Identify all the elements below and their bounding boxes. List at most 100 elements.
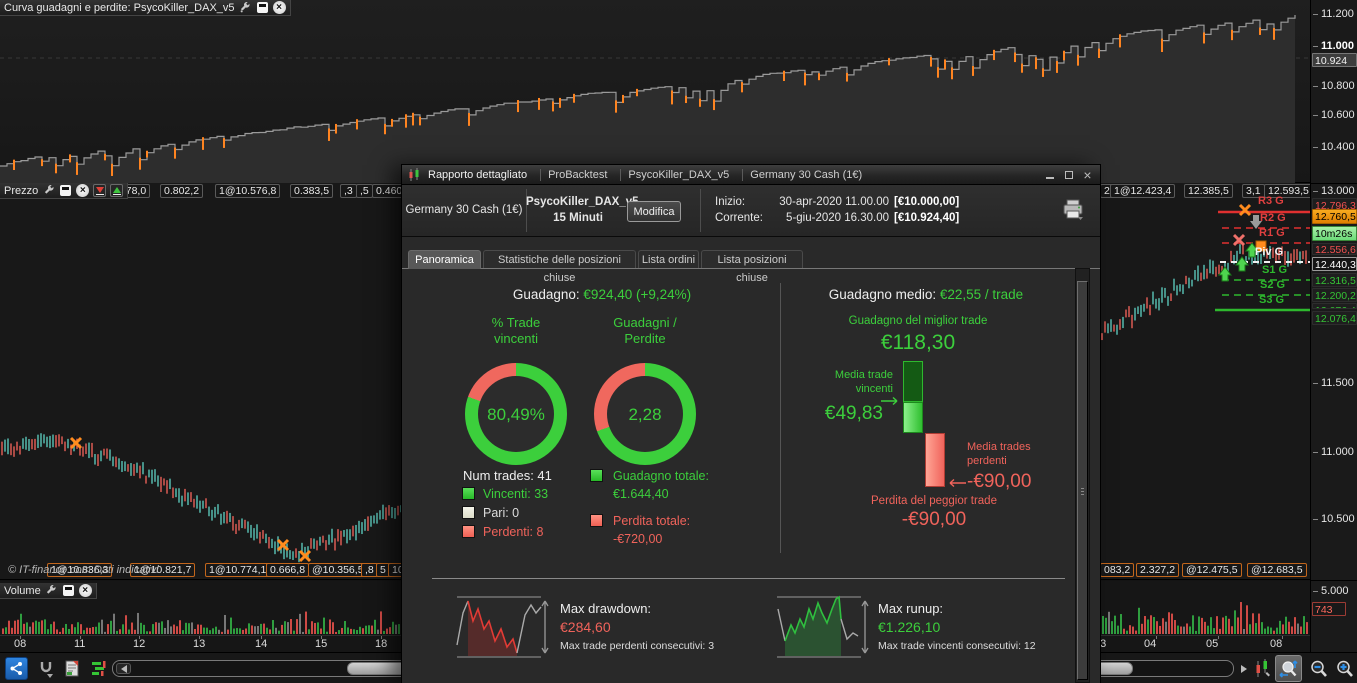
volume-current-value: 743 <box>1312 602 1346 616</box>
avg-gain-value: €22,55 / trade <box>939 287 1024 302</box>
zoom-out-button[interactable] <box>1306 656 1331 681</box>
link-windows-button[interactable] <box>36 658 56 680</box>
buy-order-icon[interactable] <box>110 184 124 197</box>
close-icon[interactable]: × <box>1083 166 1092 183</box>
equity-curve-chart <box>0 15 1310 183</box>
wrench-icon[interactable] <box>42 184 55 197</box>
dialog-info-bar: Germany 30 Cash (1€) PsycoKiller_DAX_v5 … <box>402 185 1100 237</box>
axis-tick: 11.000 <box>1313 446 1354 458</box>
price-tag: 0.802,2 <box>160 184 204 198</box>
entry-square-marker <box>1255 240 1267 252</box>
trade-tag: 0.666,8 <box>266 563 310 577</box>
price-axis-strip[interactable]: 11.200 11.000 10.924 10.800 10.600 10.40… <box>1310 0 1357 652</box>
tab-statistiche[interactable]: Statistiche delle posizioni chiuse <box>483 250 636 284</box>
sell-cross-marker <box>69 436 83 450</box>
link-icon <box>40 662 53 678</box>
volume-title-bar: Volume × <box>0 583 97 599</box>
runup-label: Max runup: <box>878 601 944 616</box>
close-icon[interactable]: × <box>272 1 286 14</box>
equity-title: Curva guadagni e perdite: PsycoKiller_DA… <box>4 1 235 14</box>
backtest-button[interactable] <box>88 657 110 680</box>
volume-chart <box>2 602 1308 634</box>
tab-lista-ordini[interactable]: Lista ordini <box>638 250 699 268</box>
drawdown-value: €284,60 <box>560 619 611 635</box>
close-icon[interactable]: × <box>76 184 90 197</box>
avg-loss-bar <box>925 433 945 487</box>
best-trade-value: €118,30 <box>880 331 956 354</box>
column-divider <box>780 283 781 553</box>
axis-tick: 10.800 <box>1313 80 1355 92</box>
chart-settings-button[interactable] <box>1252 657 1272 681</box>
start-capital: [€10.000,00] <box>894 196 960 208</box>
pivot-label-s3: S3 G <box>1259 294 1285 306</box>
wrench-icon[interactable] <box>45 584 58 597</box>
dialog-title-bar[interactable]: Rapporto dettagliato ProBacktest PsycoKi… <box>402 165 1100 185</box>
axis-tick: 10.600 <box>1313 109 1355 121</box>
avg-win-bar <box>903 402 923 433</box>
chart-settings-icon <box>1256 659 1270 677</box>
dialog-scrollbar-thumb[interactable] <box>1077 281 1088 680</box>
pivot-label-r3: R3 G <box>1258 195 1284 207</box>
dialog-title-instrument: Germany 30 Cash (1€) <box>742 168 869 181</box>
sell-order-icon[interactable] <box>93 184 107 197</box>
info-timeframe: 15 Minuti <box>553 212 603 224</box>
winners-label: Vincenti: 33 <box>483 487 549 501</box>
total-loss-swatch <box>590 514 603 527</box>
zoom-in-button[interactable] <box>1332 656 1357 681</box>
scroll-left-button[interactable] <box>116 663 131 674</box>
avg-win-value: €49,83 <box>824 403 883 424</box>
axis-price-green: 12.316,5 <box>1312 273 1357 287</box>
window-icon[interactable] <box>62 584 75 597</box>
best-trade-label: Guadagno del miglior trade <box>848 315 988 327</box>
close-icon[interactable]: × <box>78 584 92 597</box>
worst-trade-value: -€90,00 <box>901 509 967 530</box>
zoom-in-icon <box>1336 660 1353 677</box>
scroll-right-button[interactable] <box>1236 662 1251 675</box>
print-button[interactable] <box>1062 199 1084 221</box>
current-date: 5-giu-2020 16.30.00 <box>786 212 889 224</box>
pivot-label-r2: R2 G <box>1260 212 1286 224</box>
time-label: 08 <box>14 638 27 650</box>
price-tag: 12.593,5 <box>1264 184 1310 198</box>
wrench-icon[interactable] <box>239 1 252 14</box>
minimize-icon[interactable] <box>1043 168 1056 181</box>
avg-loss-value: -€90,00 <box>967 471 1032 492</box>
share-button[interactable] <box>5 657 28 680</box>
best-trade-bar <box>903 361 923 402</box>
equity-panel: Curva guadagni e perdite: PsycoKiller_DA… <box>0 0 1310 183</box>
tab-panoramica[interactable]: Panoramica <box>408 250 481 269</box>
zoom-selection-button[interactable] <box>1275 655 1302 682</box>
modify-button[interactable]: Modifica <box>627 201 681 222</box>
trade-tag: 2.327,2 <box>1136 563 1180 577</box>
backtest-icon <box>91 661 105 676</box>
window-icon[interactable] <box>59 184 72 197</box>
avg-gain-label: Guadagno medio: <box>828 287 937 302</box>
consecutive-wins: Max trade vincenti consecutivi: 12 <box>878 640 1036 652</box>
winrate-donut: 80,49% <box>465 363 567 465</box>
tab-lista-posizioni[interactable]: Lista posizioni chiuse <box>701 250 803 284</box>
loss-cross-marker <box>1232 233 1246 247</box>
report-button[interactable] <box>62 657 82 680</box>
losers-swatch <box>462 525 475 538</box>
avg-win-label-1: Media trade <box>834 369 893 381</box>
total-gain-label: Guadagno totale: <box>613 469 709 483</box>
price-tag: 1@12.423,4 <box>1110 184 1176 198</box>
trade-tag: 083,2 <box>1100 563 1135 577</box>
axis-tick: 11.500 <box>1313 377 1354 389</box>
trade-tag: 1@10.821,7 <box>130 563 196 577</box>
candlestick-icon <box>409 167 419 181</box>
buy-arrow-marker <box>1235 256 1249 272</box>
time-label: 14 <box>255 638 268 650</box>
share-icon <box>10 662 22 675</box>
dialog-scrollbar[interactable] <box>1075 268 1090 683</box>
maximize-icon[interactable] <box>1062 168 1075 181</box>
time-label: 13 <box>193 638 206 650</box>
avg-gain-summary: Guadagno medio: €22,55 / trade <box>787 287 1065 302</box>
price-tag: ,5 <box>356 184 373 198</box>
time-label: 18 <box>375 638 388 650</box>
info-system: PsycoKiller_DAX_v5 <box>526 196 639 208</box>
current-capital: [€10.924,40] <box>894 212 960 224</box>
time-label: 12 <box>133 638 146 650</box>
sell-cross-marker <box>276 538 290 552</box>
window-icon[interactable] <box>256 1 269 14</box>
